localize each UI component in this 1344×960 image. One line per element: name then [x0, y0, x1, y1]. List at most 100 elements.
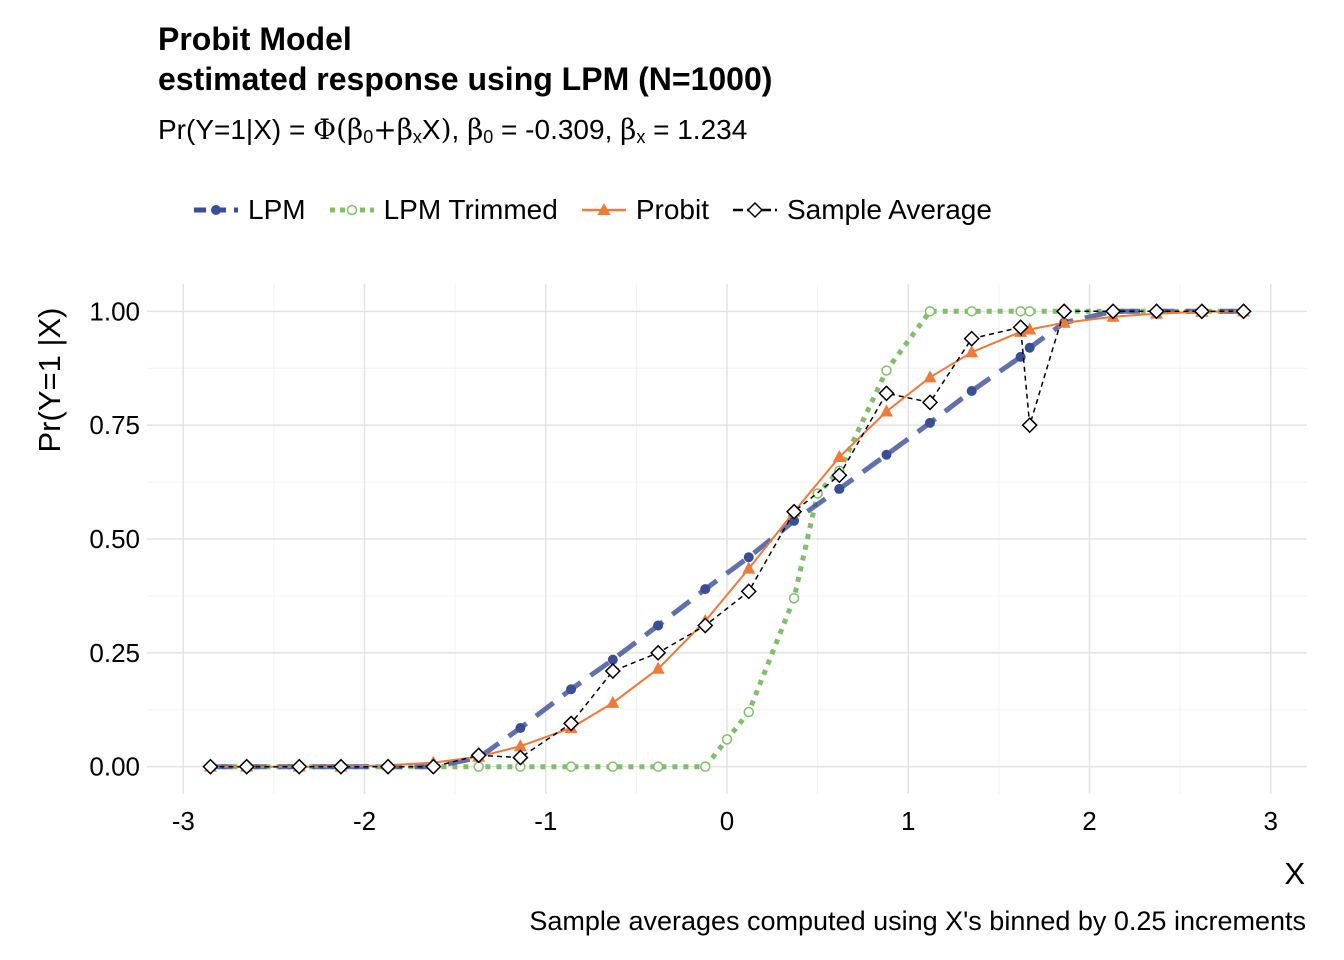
y-tick-label: 0.50 — [89, 524, 140, 554]
legend-key-lpm — [194, 205, 238, 215]
legend-key-marker — [746, 201, 764, 219]
series-sample-average — [202, 303, 1252, 775]
lpm-point — [653, 620, 664, 631]
lpm-point — [743, 552, 754, 563]
close-paren: ) — [440, 113, 452, 146]
x-axis-title: X — [1284, 856, 1305, 891]
lpm-trimmed-point — [700, 761, 711, 772]
x-tick-labels: -3 -2 -1 0 1 2 3 — [172, 806, 1278, 836]
probit-point — [651, 661, 665, 674]
lpm-trimmed-point — [1024, 306, 1035, 317]
legend-key-marker — [597, 203, 611, 215]
probit-point — [1057, 315, 1071, 328]
sample-average-point — [786, 503, 803, 520]
x-tick-label: 1 — [901, 806, 915, 836]
y-tick-label: 1.00 — [89, 296, 140, 326]
legend-item-sample-average: Sample Average — [729, 190, 992, 230]
lpm-point — [515, 722, 526, 733]
betax-symbol: β — [396, 113, 413, 146]
sample-average-point — [380, 758, 397, 775]
legend-key-sample-average — [732, 201, 777, 219]
legend-label: Probit — [635, 194, 709, 225]
legend-key-probit — [581, 203, 626, 215]
sample-average-point — [697, 617, 714, 634]
y-tick-label: 0.25 — [89, 638, 140, 668]
sample-average-point — [291, 758, 308, 775]
sample-average-point — [1148, 303, 1165, 320]
sample-average-point — [963, 330, 980, 347]
beta0-symbol: β — [347, 113, 364, 146]
sample-average-point — [921, 394, 939, 411]
sample-average-point — [202, 758, 219, 775]
lpm-trimmed-point — [1015, 306, 1026, 317]
legend: LPM LPM Trimmed Probit Sample Average — [190, 190, 1012, 230]
open-paren: ( — [336, 113, 348, 146]
betax-subscript: x — [412, 127, 422, 147]
probit-point — [880, 404, 893, 417]
probit-point — [1023, 322, 1037, 335]
sample-average-point — [604, 662, 621, 680]
lpm-point — [700, 584, 711, 595]
sample-average-point — [650, 644, 667, 661]
sample-average-point — [831, 467, 848, 484]
probit-point — [965, 345, 979, 358]
legend-label: LPM Trimmed — [383, 194, 558, 225]
probit-point — [742, 561, 756, 574]
lpm-point — [881, 449, 892, 460]
sample-average-point — [1104, 303, 1122, 320]
x-tick-label: 3 — [1264, 806, 1278, 836]
lpm-trimmed-point — [652, 761, 664, 772]
lpm-point — [1024, 342, 1035, 353]
sample-average-point — [238, 758, 255, 775]
grid — [147, 284, 1307, 794]
x-tick-label: -3 — [172, 806, 195, 836]
beta0-label-subscript: 0 — [483, 127, 494, 147]
sample-average-point — [470, 747, 487, 764]
sample-average-point — [1193, 303, 1210, 320]
lpm-point — [789, 515, 800, 526]
x-tick-label: 2 — [1082, 806, 1096, 836]
lpm-trimmed-point — [473, 761, 484, 772]
x-tick-label: 0 — [720, 806, 734, 836]
x-tick-label: -1 — [534, 806, 557, 836]
legend-item-probit: Probit — [578, 190, 709, 230]
legend-key-marker — [211, 205, 221, 215]
chart-title: Probit Model — [158, 21, 352, 57]
legend-label: LPM — [248, 194, 306, 225]
sample-average-point — [332, 758, 349, 775]
lpm-point — [834, 483, 845, 494]
probit-point — [606, 695, 620, 708]
lpm-trimmed-point — [881, 365, 892, 376]
sample-average-point — [563, 715, 580, 732]
beta0-subscript: 0 — [363, 127, 374, 147]
lpm-trimmed-point — [924, 306, 936, 317]
legend-label: Sample Average — [786, 194, 992, 225]
chart-subtitle-line: estimated response using LPM (N=1000) — [158, 61, 773, 97]
legend-key-marker — [346, 204, 357, 216]
probit-point — [923, 370, 937, 383]
lpm-trimmed-point — [565, 761, 577, 772]
lpm-point — [925, 417, 935, 428]
y-tick-labels: 0.00 0.25 0.50 0.75 1.00 — [89, 296, 140, 781]
lpm-point — [566, 684, 577, 695]
beta0-label-symbol: β — [467, 113, 484, 146]
sample-average-point — [512, 749, 529, 766]
beta0-value: = -0.309, — [493, 114, 621, 145]
sample-average-point — [1012, 319, 1029, 336]
chart-caption: Sample averages computed using X's binne… — [529, 906, 1306, 936]
sample-average-point — [878, 385, 895, 402]
sample-average-point — [1056, 303, 1073, 320]
legend-key-lpm-trimmed — [329, 204, 374, 216]
lpm-trimmed-point — [788, 592, 800, 604]
y-tick-label: 0.75 — [89, 410, 140, 440]
betax-label-subscript: x — [636, 127, 646, 147]
series-layer — [202, 303, 1252, 775]
lpm-point — [607, 654, 618, 665]
sample-average-point — [1021, 417, 1038, 434]
plus-symbol: + — [373, 113, 397, 146]
lpm-trimmed-point — [607, 761, 619, 772]
equation-lhs: Pr(Y=1|X) = — [158, 114, 314, 145]
phi-symbol: Φ — [313, 113, 337, 146]
model-equation: Pr(Y=1|X) = Φ(β0+βxX), β0 = -0.309, βx =… — [158, 113, 748, 147]
